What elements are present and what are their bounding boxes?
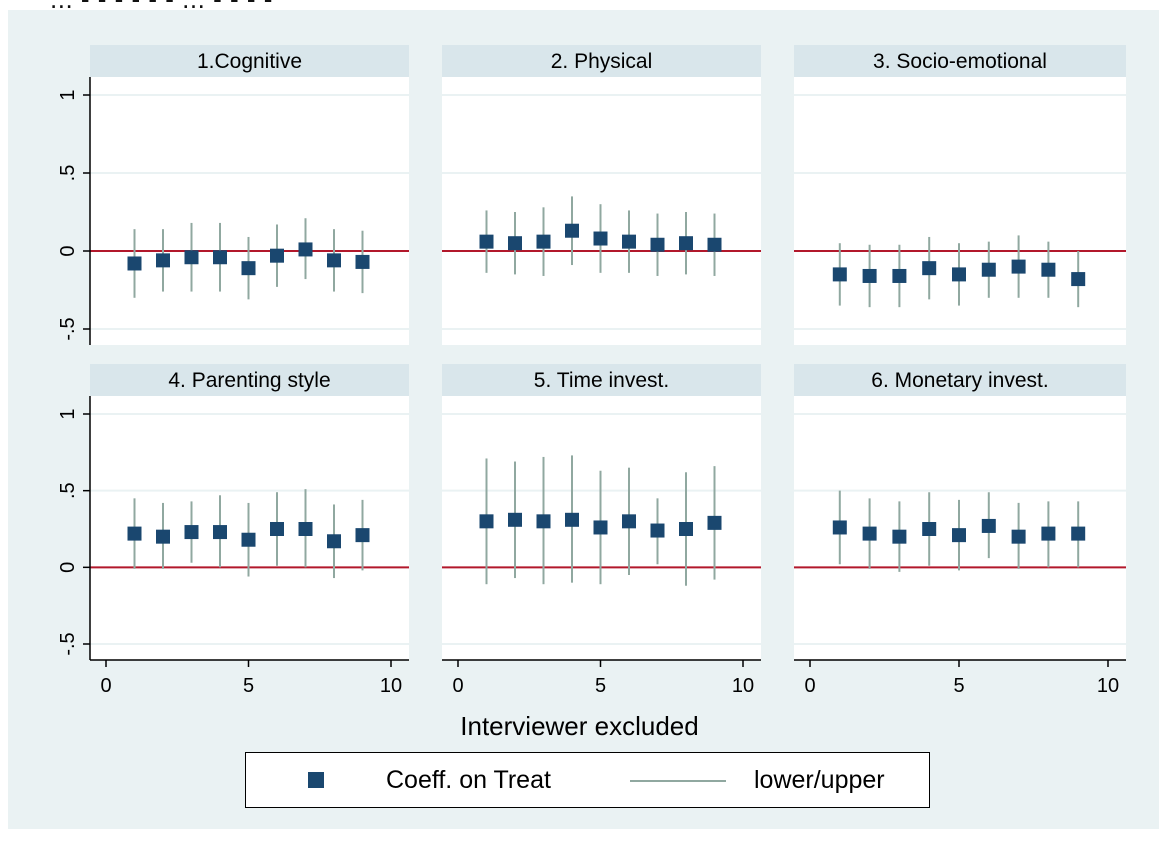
- coef-marker: [1011, 529, 1026, 544]
- coef-marker: [184, 250, 199, 265]
- legend-line-swatch: [630, 780, 726, 782]
- coef-marker: [479, 234, 494, 249]
- x-tick-label: 5: [595, 675, 606, 697]
- coef-marker: [650, 523, 665, 538]
- panel-title: 6. Monetary invest.: [871, 369, 1048, 392]
- coef-marker: [127, 526, 142, 541]
- coef-marker: [298, 522, 313, 536]
- clipped-header-text: ... - - - - - - ... - - - -: [50, 0, 273, 10]
- x-tick-label: 0: [804, 675, 815, 697]
- panel-title: 5. Time invest.: [534, 369, 669, 392]
- x-axis-title: Interviewer excluded: [460, 711, 699, 741]
- coef-marker: [565, 512, 579, 527]
- coef-marker: [156, 529, 170, 544]
- y-tick-label: -.5: [57, 632, 79, 655]
- coef-marker: [679, 236, 693, 251]
- panel-title-strip: [442, 45, 761, 77]
- coef-marker: [536, 514, 551, 529]
- panel-title: 4. Parenting style: [168, 369, 330, 392]
- y-tick-label: .5: [57, 165, 79, 182]
- coef-marker: [479, 514, 494, 529]
- coef-marker: [508, 512, 522, 527]
- coef-marker: [270, 248, 284, 263]
- y-tick-label: 0: [57, 562, 79, 573]
- coef-marker: [922, 522, 937, 536]
- coef-marker: [981, 518, 996, 533]
- panel-4: 4. Parenting style-.50.510 5 10: [57, 364, 409, 697]
- coef-marker: [1071, 272, 1086, 287]
- coef-marker: [892, 268, 907, 283]
- panel-6: 6. Monetary invest. 0 5 10: [794, 364, 1126, 697]
- coef-marker: [1041, 526, 1056, 541]
- coef-marker: [184, 525, 199, 540]
- coef-marker: [707, 237, 722, 252]
- y-tick-label: 1: [57, 89, 79, 100]
- legend-line-label: lower/upper: [754, 766, 885, 794]
- panel-title-strip: [90, 45, 409, 77]
- x-tick-label: 10: [1097, 675, 1119, 697]
- x-tick-label: 0: [452, 675, 463, 697]
- panel-1: 1.Cognitive -.5 0 .5 1: [57, 45, 409, 345]
- coef-marker: [593, 231, 608, 246]
- panel-3: 3. Socio-emotional: [794, 45, 1126, 345]
- coef-marker: [832, 520, 847, 535]
- coef-marker: [213, 250, 227, 265]
- coef-marker: [679, 522, 693, 536]
- x-tick-label: 0: [100, 675, 111, 697]
- coef-marker: [1011, 259, 1026, 274]
- coef-marker: [355, 528, 370, 543]
- legend: Coeff. on Treat lower/upper: [245, 752, 930, 808]
- coef-marker: [707, 515, 722, 530]
- panel-title-strip: [794, 364, 1126, 396]
- y-tick-label: .5: [57, 482, 79, 499]
- panel-title: 2. Physical: [551, 50, 653, 73]
- coef-marker: [862, 268, 877, 283]
- panel-title-strip: [794, 45, 1126, 77]
- panel-2: 2. Physical: [442, 45, 761, 345]
- coef-marker: [981, 262, 996, 277]
- x-tick-label: 10: [732, 675, 754, 697]
- coef-marker: [952, 528, 966, 543]
- coef-marker: [270, 522, 284, 536]
- panel-title: 3. Socio-emotional: [873, 50, 1047, 73]
- coef-marker: [892, 529, 907, 544]
- coef-marker: [241, 261, 256, 276]
- coef-marker: [593, 520, 608, 535]
- coef-marker: [832, 267, 847, 282]
- coef-marker: [565, 223, 579, 238]
- coef-marker: [298, 242, 313, 257]
- coef-marker: [1041, 262, 1056, 277]
- coef-marker: [241, 532, 256, 547]
- coef-marker: [650, 237, 665, 252]
- legend-marker-label: Coeff. on Treat: [386, 766, 551, 794]
- legend-marker-swatch: [308, 772, 324, 788]
- coef-marker: [862, 526, 877, 541]
- panel-5: 5. Time invest. 0 5 10: [442, 364, 761, 697]
- coef-marker: [622, 234, 636, 249]
- coef-marker: [922, 261, 937, 276]
- x-tick-label: 5: [243, 675, 254, 697]
- coef-marker: [213, 525, 227, 540]
- y-tick-label: 1: [57, 408, 79, 419]
- x-tick-label: 10: [380, 675, 402, 697]
- panel-plot-area: [90, 77, 409, 345]
- panel-title-strip: [442, 364, 761, 396]
- panel-title-strip: [90, 364, 409, 396]
- coef-marker: [156, 253, 170, 268]
- coef-marker: [1071, 526, 1086, 541]
- clipped-header: ... - - - - - - ... - - - -: [0, 0, 1159, 10]
- coef-marker: [327, 534, 341, 549]
- x-tick-label: 5: [953, 675, 964, 697]
- coef-marker: [327, 253, 341, 268]
- y-tick-label: 0: [57, 245, 79, 256]
- panel-title: 1.Cognitive: [197, 50, 302, 73]
- y-tick-label: -.5: [57, 317, 79, 340]
- coef-marker: [355, 254, 370, 269]
- coef-marker: [508, 236, 522, 251]
- coef-marker: [622, 514, 636, 529]
- coef-marker: [952, 267, 966, 282]
- coef-marker: [127, 256, 142, 271]
- coef-marker: [536, 234, 551, 249]
